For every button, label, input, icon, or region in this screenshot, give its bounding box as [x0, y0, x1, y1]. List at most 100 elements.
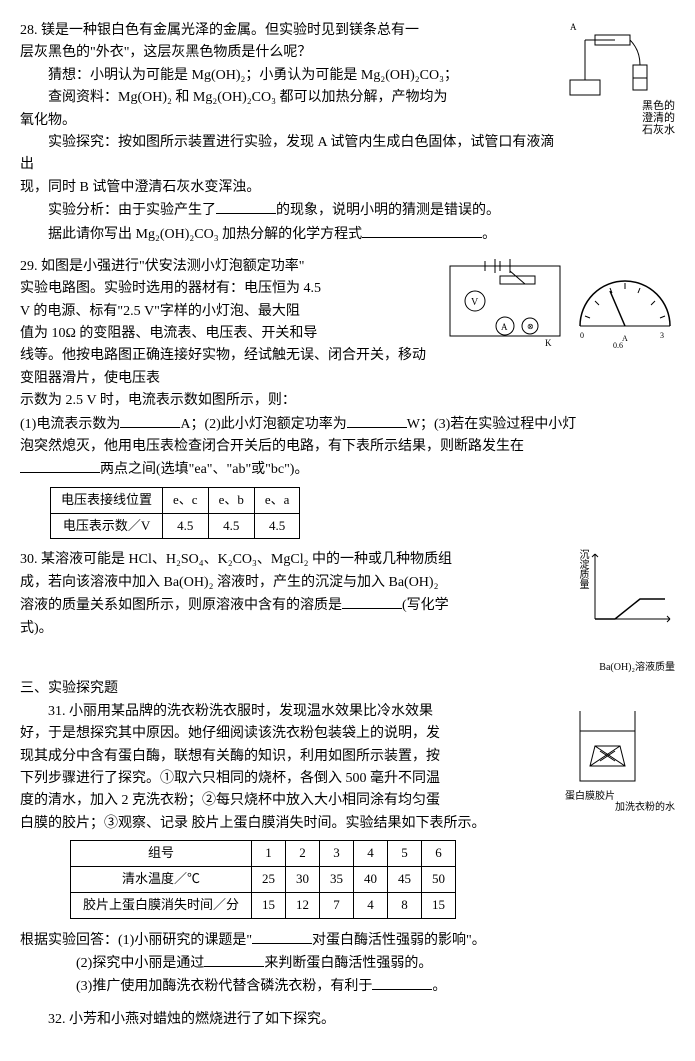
q28-eq-post: 。: [482, 227, 496, 242]
q29-l3: V 的电源、标有"2.5 V"字样的小灯泡、最大阻: [20, 304, 300, 319]
q29-th1: 电压表接线位置: [51, 487, 163, 513]
q31-table: 组号 1 2 3 4 5 6 清水温度／℃ 25 30 35 40 45 50 …: [70, 840, 456, 918]
fig28-caption-2: 澄清的: [565, 112, 675, 124]
q31-m3: 4: [354, 892, 388, 918]
q29-sub1-post: A；(2)此小灯泡额定功率为: [180, 417, 346, 432]
q31-th2: 清水温度／℃: [71, 866, 252, 892]
blank-phenomenon[interactable]: [216, 199, 276, 214]
q29-sub1-post2: W；(3)若在实验过程中小灯: [407, 417, 577, 432]
figure-30: 沉淀质量 Ba(OH)₂溶液质量: [580, 549, 675, 673]
svg-text:⊗: ⊗: [527, 322, 534, 331]
q31-l2: 好，于是想探究其中原因。她仔细阅读该洗衣粉包装袋上的说明，发: [20, 726, 440, 741]
blank-equation[interactable]: [362, 223, 482, 238]
q31-ans2-pre: (2)探究中小丽是通过: [76, 956, 204, 971]
q30-l4: 式)。: [20, 621, 53, 636]
q29-l5: 线等。他按电路图正确连接好实物，经试触无误、闭合开关，移动变阻器滑片，使电压表: [20, 348, 426, 385]
q31-l6: 白膜的胶片；③观察、记录 胶片上蛋白膜消失时间。实验结果如下表所示。: [20, 816, 486, 831]
q28-line2: 层灰黑色的"外衣"，这层灰黑色物质是什么呢？: [20, 45, 311, 60]
q29-l6: 示数为 2.5 V 时，电流表示数如图所示，则：: [20, 393, 296, 408]
q28-analysis-post: 的现象，说明小明的猜测是错误的。: [276, 203, 500, 218]
blank-judge[interactable]: [204, 952, 264, 967]
q31-t4: 45: [388, 866, 422, 892]
q28-line1: 镁是一种银白色有金属光泽的金属。但实验时见到镁条总有一: [41, 23, 419, 38]
fig31-label2: 加洗衣粉的水: [565, 802, 675, 813]
q28-explore2: 现，同时 B 试管中澄清石灰水变浑浊。: [20, 180, 260, 195]
q31-t2: 35: [320, 866, 354, 892]
fig28-label-a: A: [570, 22, 577, 32]
q30-l3-post: (写化学: [402, 598, 449, 613]
q31-t0: 25: [252, 866, 286, 892]
q29-sub1-pre: (1)电流表示数为: [20, 417, 120, 432]
q31-ans1-post: 对蛋白酶活性强弱的影响"。: [312, 933, 486, 948]
q28-oxide: 氧化物。: [20, 113, 76, 128]
q30-l3-pre: 溶液的质量关系如图所示，则原溶液中含有的溶质是: [20, 598, 342, 613]
svg-text:0.6: 0.6: [613, 341, 623, 350]
q31-m4: 8: [388, 892, 422, 918]
q31-t3: 40: [354, 866, 388, 892]
q31-c5: 6: [422, 841, 456, 867]
q31-l4: 下列步骤进行了探究。①取六只相同的烧杯，各倒入 500 毫升不同温: [20, 771, 440, 786]
q31-t5: 50: [422, 866, 456, 892]
q29-num: 29.: [20, 259, 38, 274]
q32-num: 32.: [48, 1012, 66, 1027]
q31-th1: 组号: [71, 841, 252, 867]
q31-ans2-post: 来判断蛋白酶活性强弱的。: [264, 956, 432, 971]
q31-m1: 12: [286, 892, 320, 918]
q29-v3: 4.5: [254, 513, 300, 539]
fig30-ylabel: 沉淀质量: [577, 549, 588, 589]
fig28-caption-3: 石灰水: [565, 124, 675, 136]
q28-num: 28.: [20, 23, 38, 38]
q32-text: 小芳和小燕对蜡烛的燃烧进行了如下探究。: [69, 1012, 335, 1027]
q31-c0: 1: [252, 841, 286, 867]
fig30-xlabel: Ba(OH)₂溶液质量: [580, 662, 675, 673]
question-28: A 黑色的 澄清的 石灰水 28. 镁是一种银白色有金属光泽的金属。但实验时见到…: [20, 20, 675, 246]
q31-m5: 15: [422, 892, 456, 918]
figure-28: A 黑色的 澄清的 石灰水: [565, 20, 675, 136]
section-3-title: 三、实验探究题: [20, 678, 675, 700]
q31-l1: 小丽用某品牌的洗衣粉洗衣服时，发现温水效果比冷水效果: [69, 704, 433, 719]
q31-c3: 4: [354, 841, 388, 867]
blank-solute[interactable]: [342, 594, 402, 609]
svg-text:0: 0: [580, 331, 584, 340]
q31-l5: 度的清水，加入 2 克洗衣粉；②每只烧杯中放入大小相同涂有均匀蛋: [20, 793, 440, 808]
q31-th3: 胶片上蛋白膜消失时间／分: [71, 892, 252, 918]
q31-m2: 7: [320, 892, 354, 918]
q29-l2: 实验电路图。实验时选用的器材有：电压恒为 4.5: [20, 281, 321, 296]
svg-text:A: A: [501, 322, 508, 332]
question-29: V A ⊗ K 0: [20, 256, 675, 540]
question-32: 32. 小芳和小燕对蜡烛的燃烧进行了如下探究。: [20, 1009, 675, 1031]
q31-l3: 现其成分中含有蛋白酶，联想有关酶的知识，利用如图所示装置，按: [20, 749, 440, 764]
question-31: 蛋白膜胶片 加洗衣粉的水 31. 小丽用某品牌的洗衣粉洗衣服时，发现温水效果比冷…: [20, 701, 675, 999]
blank-power[interactable]: [347, 413, 407, 428]
q29-th2: 电压表示数／V: [51, 513, 163, 539]
q31-ans1-pre: 根据实验回答：(1)小丽研究的课题是": [20, 933, 252, 948]
q30-num: 30.: [20, 552, 38, 567]
svg-text:V: V: [471, 297, 479, 308]
q29-table: 电压表接线位置 e、c e、b e、a 电压表示数／V 4.5 4.5 4.5: [50, 487, 300, 540]
q29-c3: e、a: [254, 487, 300, 513]
svg-text:K: K: [545, 338, 552, 348]
q29-sub2: 泡突然熄灭，他用电压表检查闭合开关后的电路，有下表所示结果，则断路发生在: [20, 439, 524, 454]
q29-v2: 4.5: [208, 513, 254, 539]
blank-break[interactable]: [20, 458, 100, 473]
q29-v1: 4.5: [163, 513, 209, 539]
q28-info: 查阅资料：Mg(OH)₂ 和 Mg₂(OH)₂CO₃ 都可以加热分解，产物均为: [48, 90, 447, 105]
q29-c2: e、b: [208, 487, 254, 513]
question-30: 沉淀质量 Ba(OH)₂溶液质量 30. 某溶液可能是 HCl、H₂SO₄、K₂…: [20, 549, 675, 640]
q29-l1: 如图是小强进行"伏安法测小灯泡额定功率": [41, 259, 304, 274]
blank-topic[interactable]: [252, 929, 312, 944]
q30-l1: 某溶液可能是 HCl、H₂SO₄、K₂CO₃、MgCl₂ 中的一种或几种物质组: [41, 552, 452, 567]
q30-l2: 成，若向该溶液中加入 Ba(OH)₂ 溶液时，产生的沉淀与加入 Ba(OH)₂: [20, 575, 438, 590]
q31-c1: 2: [286, 841, 320, 867]
q31-m0: 15: [252, 892, 286, 918]
figure-31: 蛋白膜胶片 加洗衣粉的水: [565, 701, 675, 813]
blank-benefit[interactable]: [372, 975, 432, 990]
q29-c1: e、c: [163, 487, 209, 513]
q31-t1: 30: [286, 866, 320, 892]
q31-num: 31.: [48, 704, 66, 719]
fig31-label1: 蛋白膜胶片: [565, 791, 675, 802]
blank-current[interactable]: [120, 413, 180, 428]
q28-guess: 猜想：小明认为可能是 Mg(OH)₂；小勇认为可能是 Mg₂(OH)₂CO₃；: [48, 68, 458, 83]
figure-29: V A ⊗ K 0: [445, 256, 675, 351]
q29-l4: 值为 10Ω 的变阻器、电流表、电压表、开关和导: [20, 326, 317, 341]
